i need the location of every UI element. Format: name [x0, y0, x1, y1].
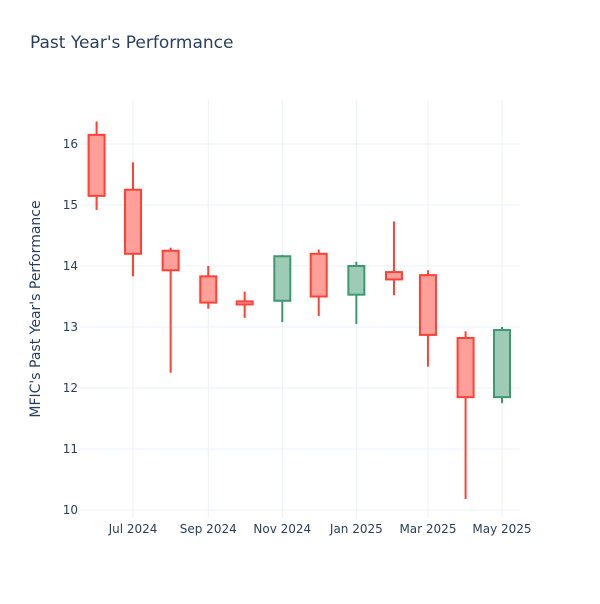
- grid-layer: [80, 100, 520, 518]
- candle[interactable]: [199, 266, 218, 309]
- y-tick-label: 14: [63, 259, 78, 273]
- candle-body: [456, 336, 475, 399]
- candle[interactable]: [161, 247, 180, 373]
- candle[interactable]: [309, 249, 328, 317]
- y-axis-title: MFIC's Past Year's Performance: [28, 200, 44, 417]
- x-tick-label: Jul 2024: [108, 522, 158, 536]
- y-tick-label: 10: [63, 503, 78, 517]
- candle[interactable]: [347, 261, 366, 324]
- candle-body: [418, 274, 437, 336]
- y-tick-label: 12: [63, 381, 78, 395]
- candle-body: [347, 265, 366, 296]
- candle-body: [199, 275, 218, 304]
- y-tick-label: 11: [63, 442, 78, 456]
- candles-layer: [87, 121, 511, 500]
- candle-body: [273, 255, 292, 302]
- x-tick-label: Mar 2025: [399, 522, 456, 536]
- candle-body: [124, 188, 142, 255]
- x-tick-label: Nov 2024: [253, 522, 311, 536]
- candle[interactable]: [87, 121, 106, 210]
- y-tick-label: 15: [63, 198, 78, 212]
- candle[interactable]: [493, 327, 511, 404]
- chart-title: Past Year's Performance: [30, 33, 234, 53]
- candle[interactable]: [124, 162, 142, 277]
- axis-layer: 10 11 12 13 14 15 16 Jul 2024 Sep 2024 Nov 2024 Ja…: [63, 137, 532, 536]
- candle[interactable]: [273, 255, 292, 323]
- candle[interactable]: [235, 291, 254, 318]
- candle-body: [87, 133, 106, 197]
- x-tick-label: Jan 2025: [329, 522, 383, 536]
- x-tick-label: Sep 2024: [180, 522, 237, 536]
- x-tick-label: May 2025: [472, 522, 531, 536]
- y-tick-label: 16: [63, 137, 78, 151]
- candle-body: [384, 271, 403, 281]
- candle-body: [493, 329, 511, 399]
- candle-body: [309, 252, 328, 298]
- y-tick-label: 13: [63, 320, 78, 334]
- candle-body: [161, 249, 180, 272]
- candle-body: [235, 300, 254, 306]
- candle[interactable]: [418, 270, 437, 367]
- candle[interactable]: [456, 331, 475, 500]
- candle[interactable]: [384, 221, 403, 296]
